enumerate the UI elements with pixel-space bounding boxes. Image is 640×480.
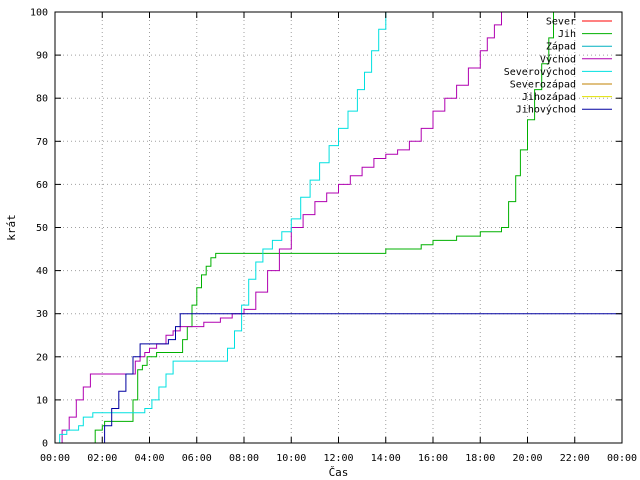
series-line-3 [55,12,502,444]
y-tick-label: 90 [36,51,48,62]
y-tick-label: 40 [36,266,48,277]
legend: SeverJihZápadVýchodSeverovýchodSeverozáp… [504,17,612,116]
x-tick-label: 00:00 [40,453,70,464]
y-tick-label: 10 [36,395,48,406]
x-tick-label: 10:00 [276,453,306,464]
legend-label: Severozápad [510,79,576,91]
series-lines [55,12,622,444]
x-tick-label: 04:00 [134,453,164,464]
y-tick-label: 60 [36,180,48,191]
x-tick-label: 14:00 [371,453,401,464]
legend-label: Jihozápad [522,91,576,103]
x-tick-label: 16:00 [418,453,448,464]
x-tick-label: 22:00 [560,453,590,464]
series-line-4 [55,12,387,444]
y-tick-label: 100 [30,8,48,19]
y-tick-label: 30 [36,309,48,320]
x-tick-label: 12:00 [323,453,353,464]
y-axis-label: krát [5,214,18,241]
y-tick-label: 20 [36,352,48,363]
x-tick-label: 08:00 [229,453,259,464]
x-tick-label: 00:00 [607,453,637,464]
ticks: 0 10 20 30 40 50 60 70 80 90 100 00:00 02:00 04:00 06:… [30,8,637,465]
x-axis-label: Čas [329,466,349,479]
y-tick-label: 50 [36,223,48,234]
series-line-7 [98,313,622,444]
x-tick-label: 20:00 [512,453,542,464]
y-tick-label: 0 [42,439,48,450]
legend-label: Jih [558,29,576,40]
x-tick-label: 06:00 [182,453,212,464]
legend-label: Severovýchod [504,66,576,78]
legend-label: Východ [540,53,576,65]
x-tick-label: 18:00 [465,453,495,464]
legend-label: Západ [546,41,576,53]
y-tick-label: 80 [36,94,48,105]
legend-label: Jihovýchod [516,104,576,116]
series-line-1 [91,12,554,444]
legend-label: Sever [546,17,576,28]
y-tick-label: 70 [36,137,48,148]
x-tick-label: 02:00 [87,453,117,464]
